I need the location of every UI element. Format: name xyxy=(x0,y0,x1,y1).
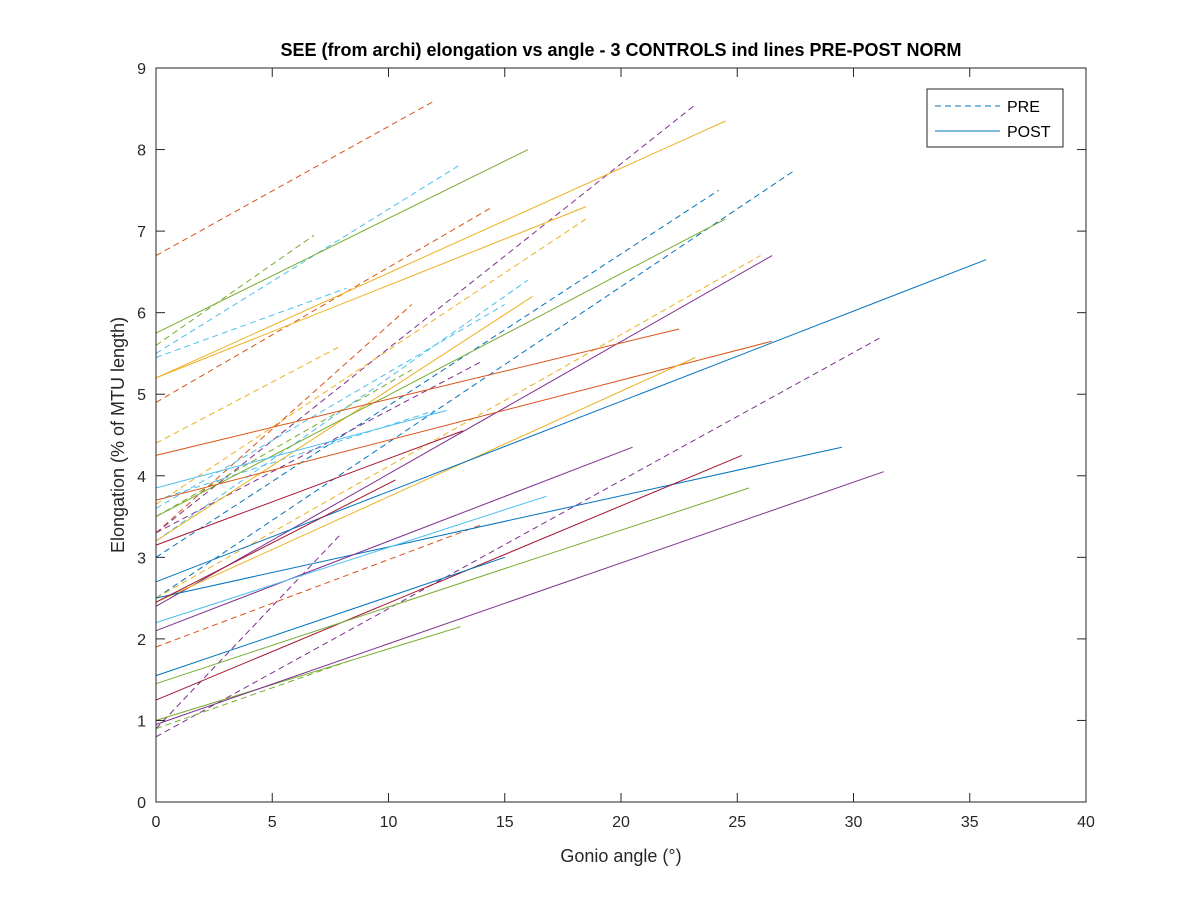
x-tick-label: 20 xyxy=(612,814,630,831)
y-tick-label: 0 xyxy=(137,795,146,812)
pre-series-line-12 xyxy=(155,304,506,509)
post-series-line-25 xyxy=(155,218,726,518)
post-series-line-35 xyxy=(155,454,743,701)
y-tick-label: 9 xyxy=(137,61,146,78)
y-tick-label: 3 xyxy=(137,550,146,567)
post-series-line-30 xyxy=(155,410,447,489)
pre-series-line-16 xyxy=(155,410,436,501)
y-tick-label: 5 xyxy=(137,387,146,404)
pre-series-line-3 xyxy=(155,287,347,358)
post-series-line-32 xyxy=(155,259,987,583)
pre-series-line-11 xyxy=(155,279,529,542)
chart-title: SEE (from archi) elongation vs angle - 3… xyxy=(280,40,961,60)
legend-pre-label: PRE xyxy=(1007,99,1040,116)
legend-box xyxy=(926,88,1064,148)
pre-series-line-2 xyxy=(155,234,315,346)
y-tick-label: 8 xyxy=(137,143,146,160)
post-series-line-26 xyxy=(155,255,773,607)
post-series-line-38 xyxy=(155,479,396,603)
y-tick-label: 4 xyxy=(137,469,146,486)
y-tick-label: 7 xyxy=(137,224,146,241)
pre-series-line-0 xyxy=(155,100,436,257)
x-tick-label: 0 xyxy=(152,814,161,831)
post-series-line-21 xyxy=(155,149,529,334)
series-layer xyxy=(155,100,987,738)
pre-series-line-7 xyxy=(155,218,587,505)
post-series-line-28 xyxy=(155,340,773,501)
pre-series-line-10 xyxy=(155,304,413,534)
x-tick-label: 30 xyxy=(845,814,863,831)
y-tick-label: 2 xyxy=(137,632,146,649)
pre-series-line-9 xyxy=(155,206,494,403)
post-series-line-27 xyxy=(155,328,680,456)
pre-series-line-6 xyxy=(155,169,796,599)
pre-series-line-13 xyxy=(155,344,343,444)
pre-series-line-18 xyxy=(155,532,343,729)
x-tick-label: 15 xyxy=(496,814,514,831)
y-axis-label: Elongation (% of MTU length) xyxy=(108,317,128,553)
x-tick-label: 10 xyxy=(380,814,398,831)
post-series-line-40 xyxy=(155,626,461,721)
x-tick-label: 5 xyxy=(268,814,277,831)
legend: PRE POST xyxy=(926,88,1064,148)
pre-series-line-4 xyxy=(155,104,696,534)
post-series-line-33 xyxy=(155,446,843,599)
pre-series-line-15 xyxy=(155,361,482,534)
legend-post-label: POST xyxy=(1007,124,1051,141)
x-axis-label: Gonio angle (°) xyxy=(560,846,681,866)
x-tick-label: 35 xyxy=(961,814,979,831)
pre-series-line-5 xyxy=(155,189,719,558)
post-series-line-22 xyxy=(155,120,726,379)
x-tick-label: 25 xyxy=(728,814,746,831)
post-series-line-31 xyxy=(155,430,464,546)
post-series-line-34 xyxy=(155,446,633,632)
pre-series-line-8 xyxy=(155,255,761,599)
pre-series-line-17 xyxy=(155,336,882,738)
pre-series-line-20 xyxy=(155,658,354,730)
y-tick-layer: 0 1 2 3 4 5 6 7 8 9 xyxy=(137,61,1086,812)
post-series-line-29 xyxy=(155,357,696,603)
pre-series-line-14 xyxy=(155,369,413,518)
post-series-line-37 xyxy=(155,495,547,624)
pre-series-line-19 xyxy=(155,524,482,648)
y-tick-label: 6 xyxy=(137,306,146,323)
post-series-line-36 xyxy=(155,487,750,685)
y-tick-label: 1 xyxy=(137,713,146,730)
post-series-line-39 xyxy=(155,556,505,677)
post-series-line-23 xyxy=(155,206,587,379)
x-tick-label: 40 xyxy=(1077,814,1095,831)
x-tick-layer: 0 5 10 15 20 25 30 35 40 xyxy=(152,68,1095,831)
post-series-line-41 xyxy=(155,471,884,725)
